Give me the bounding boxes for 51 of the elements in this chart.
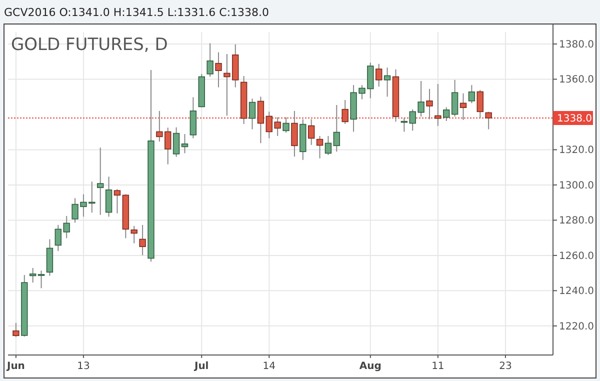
x-tick-label: Jul xyxy=(193,361,209,372)
candlestick xyxy=(130,226,138,244)
x-tick-label: 23 xyxy=(499,361,512,372)
candlestick xyxy=(384,67,391,98)
candlestick xyxy=(38,270,45,289)
y-tick-label: 1220.0 xyxy=(559,321,594,332)
y-tick-label: 1260.0 xyxy=(559,250,594,262)
candlestick xyxy=(333,104,340,152)
candlestick xyxy=(114,188,121,214)
candlestick xyxy=(460,92,467,120)
candlestick xyxy=(248,98,256,130)
candlestick xyxy=(324,135,332,156)
candlestick xyxy=(190,96,197,139)
candlestick xyxy=(215,52,222,88)
candlestick xyxy=(181,134,188,154)
y-tick-label: 1360.0 xyxy=(559,74,594,86)
candlestick xyxy=(342,100,348,124)
candlestick xyxy=(434,83,442,126)
candlestick xyxy=(206,42,214,78)
candlestick xyxy=(308,118,315,146)
candlestick xyxy=(96,147,104,216)
candlestick xyxy=(12,322,20,338)
candlestick xyxy=(451,79,458,118)
candlestick xyxy=(257,96,264,144)
x-tick-label: Jun xyxy=(6,361,25,372)
candlestick xyxy=(426,88,433,120)
candlestick xyxy=(485,111,492,130)
chart-subtitle: GCV2016 O:1341.0 H:1341.5 L:1331.6 C:1338.0 xyxy=(4,6,270,19)
candlestick xyxy=(316,135,324,159)
candlestick xyxy=(443,106,450,122)
x-tick-label: 14 xyxy=(262,361,276,372)
candlestick xyxy=(29,267,36,284)
y-tick-label: 1280.0 xyxy=(559,216,594,227)
x-tick-label: 13 xyxy=(77,361,90,372)
candlestick xyxy=(376,63,382,88)
candlestick xyxy=(105,176,112,218)
candlestick xyxy=(468,84,476,104)
x-tick-label: 11 xyxy=(432,361,444,372)
candlestick xyxy=(139,224,146,256)
y-tick-label: 1320.0 xyxy=(559,145,594,156)
chart-title: GOLD FUTURES, D xyxy=(11,35,168,55)
y-tick-label: 1300.0 xyxy=(559,180,594,192)
candlestick xyxy=(282,116,290,134)
y-tick-label: 1380.0 xyxy=(559,39,594,50)
candlestick xyxy=(476,89,484,119)
y-tick-label: 1240.0 xyxy=(559,286,594,298)
candlestick xyxy=(46,238,54,276)
candlestick xyxy=(172,126,180,158)
ref-line-label: 1338.0 xyxy=(557,113,592,124)
candlestick xyxy=(291,110,298,158)
x-tick-label: Aug xyxy=(359,361,382,372)
